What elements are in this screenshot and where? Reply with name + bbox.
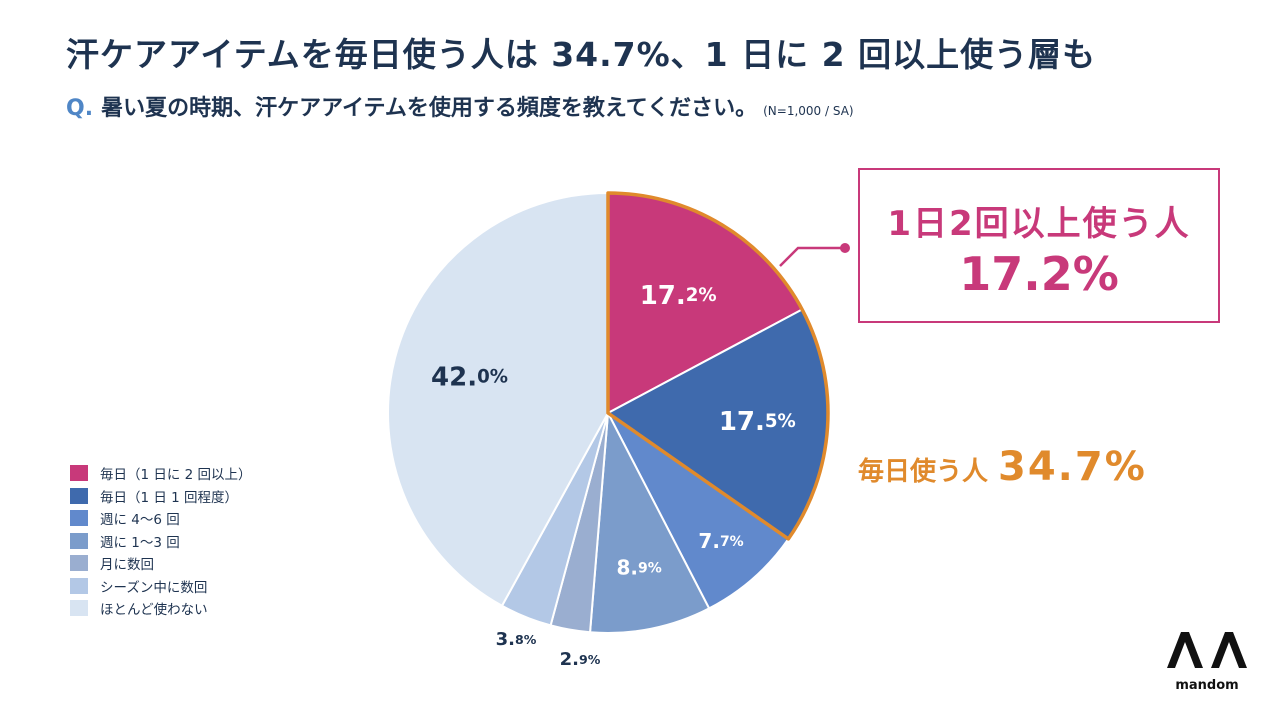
legend-label: シーズン中に数回 [100,579,208,596]
callout-label: 1日2回以上使う人 [887,204,1191,244]
daily-outline [606,191,830,541]
daily-label: 毎日使う人 [858,457,989,487]
legend-label: 毎日（1 日 1 回程度） [100,489,239,506]
legend-item: ほとんど使わない [70,597,252,620]
question-prefix: Q. [66,96,94,121]
legend-item: 週に 1〜3 回 [70,530,252,553]
legend: 毎日（1 日に 2 回以上） 毎日（1 日 1 回程度） 週に 4〜6 回週に 1〜… [70,462,252,620]
logo-mark-icon [1167,632,1247,668]
daily-value: 34.7% [998,444,1147,490]
legend-swatch [70,577,88,594]
legend-label: ほとんど使わない [100,602,208,619]
pie-label-5: 3.8% [496,629,537,650]
legend-item: 月に数回 [70,552,252,575]
legend-swatch [70,487,88,504]
pie-slice-3 [588,409,711,634]
legend-swatch [70,465,88,482]
legend-swatch [70,555,88,572]
legend-item: シーズン中に数回 [70,575,252,598]
callout-twice-daily: 1日2回以上使う人 17.2% [858,168,1220,323]
question: Q. 暑い夏の時期、汗ケアアイテムを使用する頻度を教えてください。 (N=1,000… [66,90,854,122]
pie-slice-2 [607,412,790,610]
legend-label: 週に 4〜6 回 [100,512,180,529]
legend-swatch [70,600,88,617]
legend-label: 毎日（1 日に 2 回以上） [100,467,252,484]
legend-label: 月に数回 [100,557,154,574]
sample-note: (N=1,000 / SA) [763,104,854,118]
daily-summary: 毎日使う人 34.7% [858,444,1147,490]
legend-label: 週に 1〜3 回 [100,534,180,551]
pie-label-2: 7.7% [698,529,743,553]
legend-item: 毎日（1 日に 2 回以上） [70,462,252,485]
legend-item: 毎日（1 日 1 回程度） [70,485,252,508]
pie-slice-6 [387,191,609,608]
pie-label-1: 17.5% [719,406,796,436]
page-title: 汗ケアアイテムを毎日使う人は 34.7%、1 日に 2 回以上使う層も [66,35,1097,74]
pie-label-0: 17.2% [640,281,717,311]
question-text: 暑い夏の時期、汗ケアアイテムを使用する頻度を教えてください。 [101,96,758,121]
legend-swatch [70,532,88,549]
pie-label-3: 8.9% [616,555,661,579]
pie-label-4: 2.9% [560,649,601,670]
callout-value: 17.2% [959,247,1119,301]
legend-swatch [70,510,88,527]
mandom-logo: mandom [1165,630,1249,693]
legend-item: 週に 4〜6 回 [70,507,252,530]
callout-connector [779,246,845,267]
logo-brand: mandom [1175,678,1239,693]
callout-dot [840,243,850,253]
pie-label-6: 42.0% [431,362,508,392]
